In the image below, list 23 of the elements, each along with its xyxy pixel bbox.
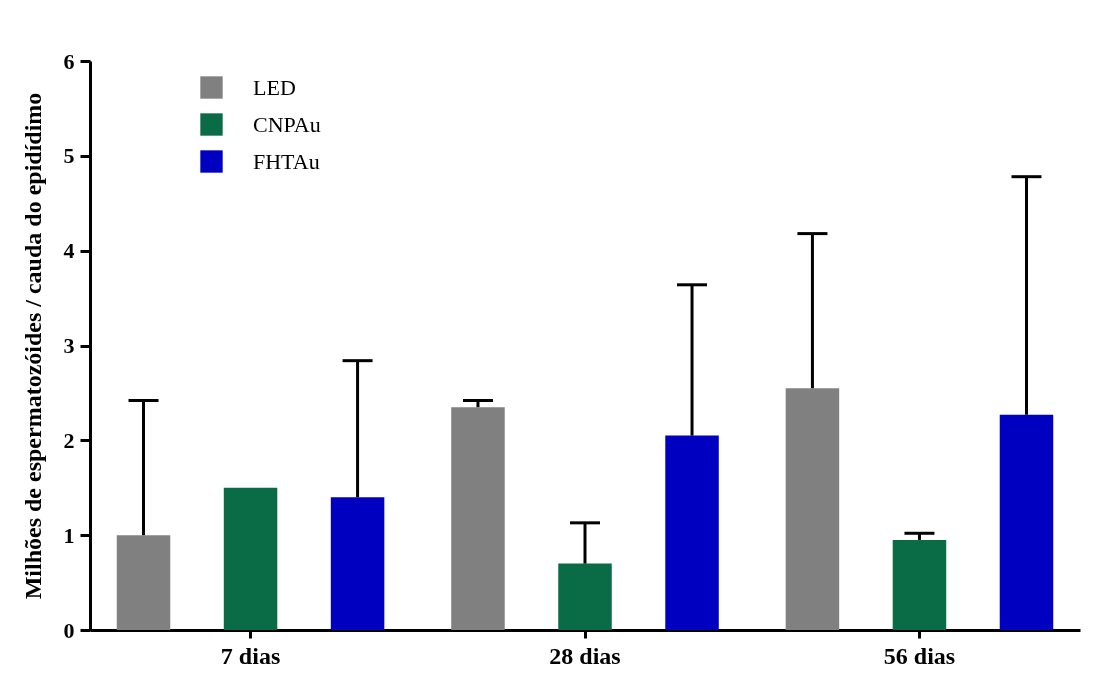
y-tick-label: 5 [63,143,75,169]
y-tick-label: 1 [63,522,75,548]
y-tick-label: 0 [63,617,75,643]
legend-label: CNPAu [253,111,321,137]
y-tick-label: 2 [63,427,75,453]
y-axis-title: Milhões de espermatozóides / cauda do epidídimo [19,92,46,600]
bar [330,497,385,630]
bar [892,539,947,630]
x-tick-label: 28 dias [549,642,621,669]
y-tick-label: 4 [63,238,75,264]
bar [665,435,719,630]
bar [223,487,278,630]
bar [451,407,505,630]
legend-label: LED [253,74,296,100]
bar [116,535,171,630]
bar [999,414,1054,630]
x-tick-label: 7 dias [220,642,281,669]
y-tick-label: 6 [63,48,75,74]
bar [558,563,612,630]
bar [785,388,840,630]
legend-label: FHTAu [253,148,320,174]
x-tick-label: 56 dias [883,642,956,669]
y-tick-label: 3 [63,333,75,358]
